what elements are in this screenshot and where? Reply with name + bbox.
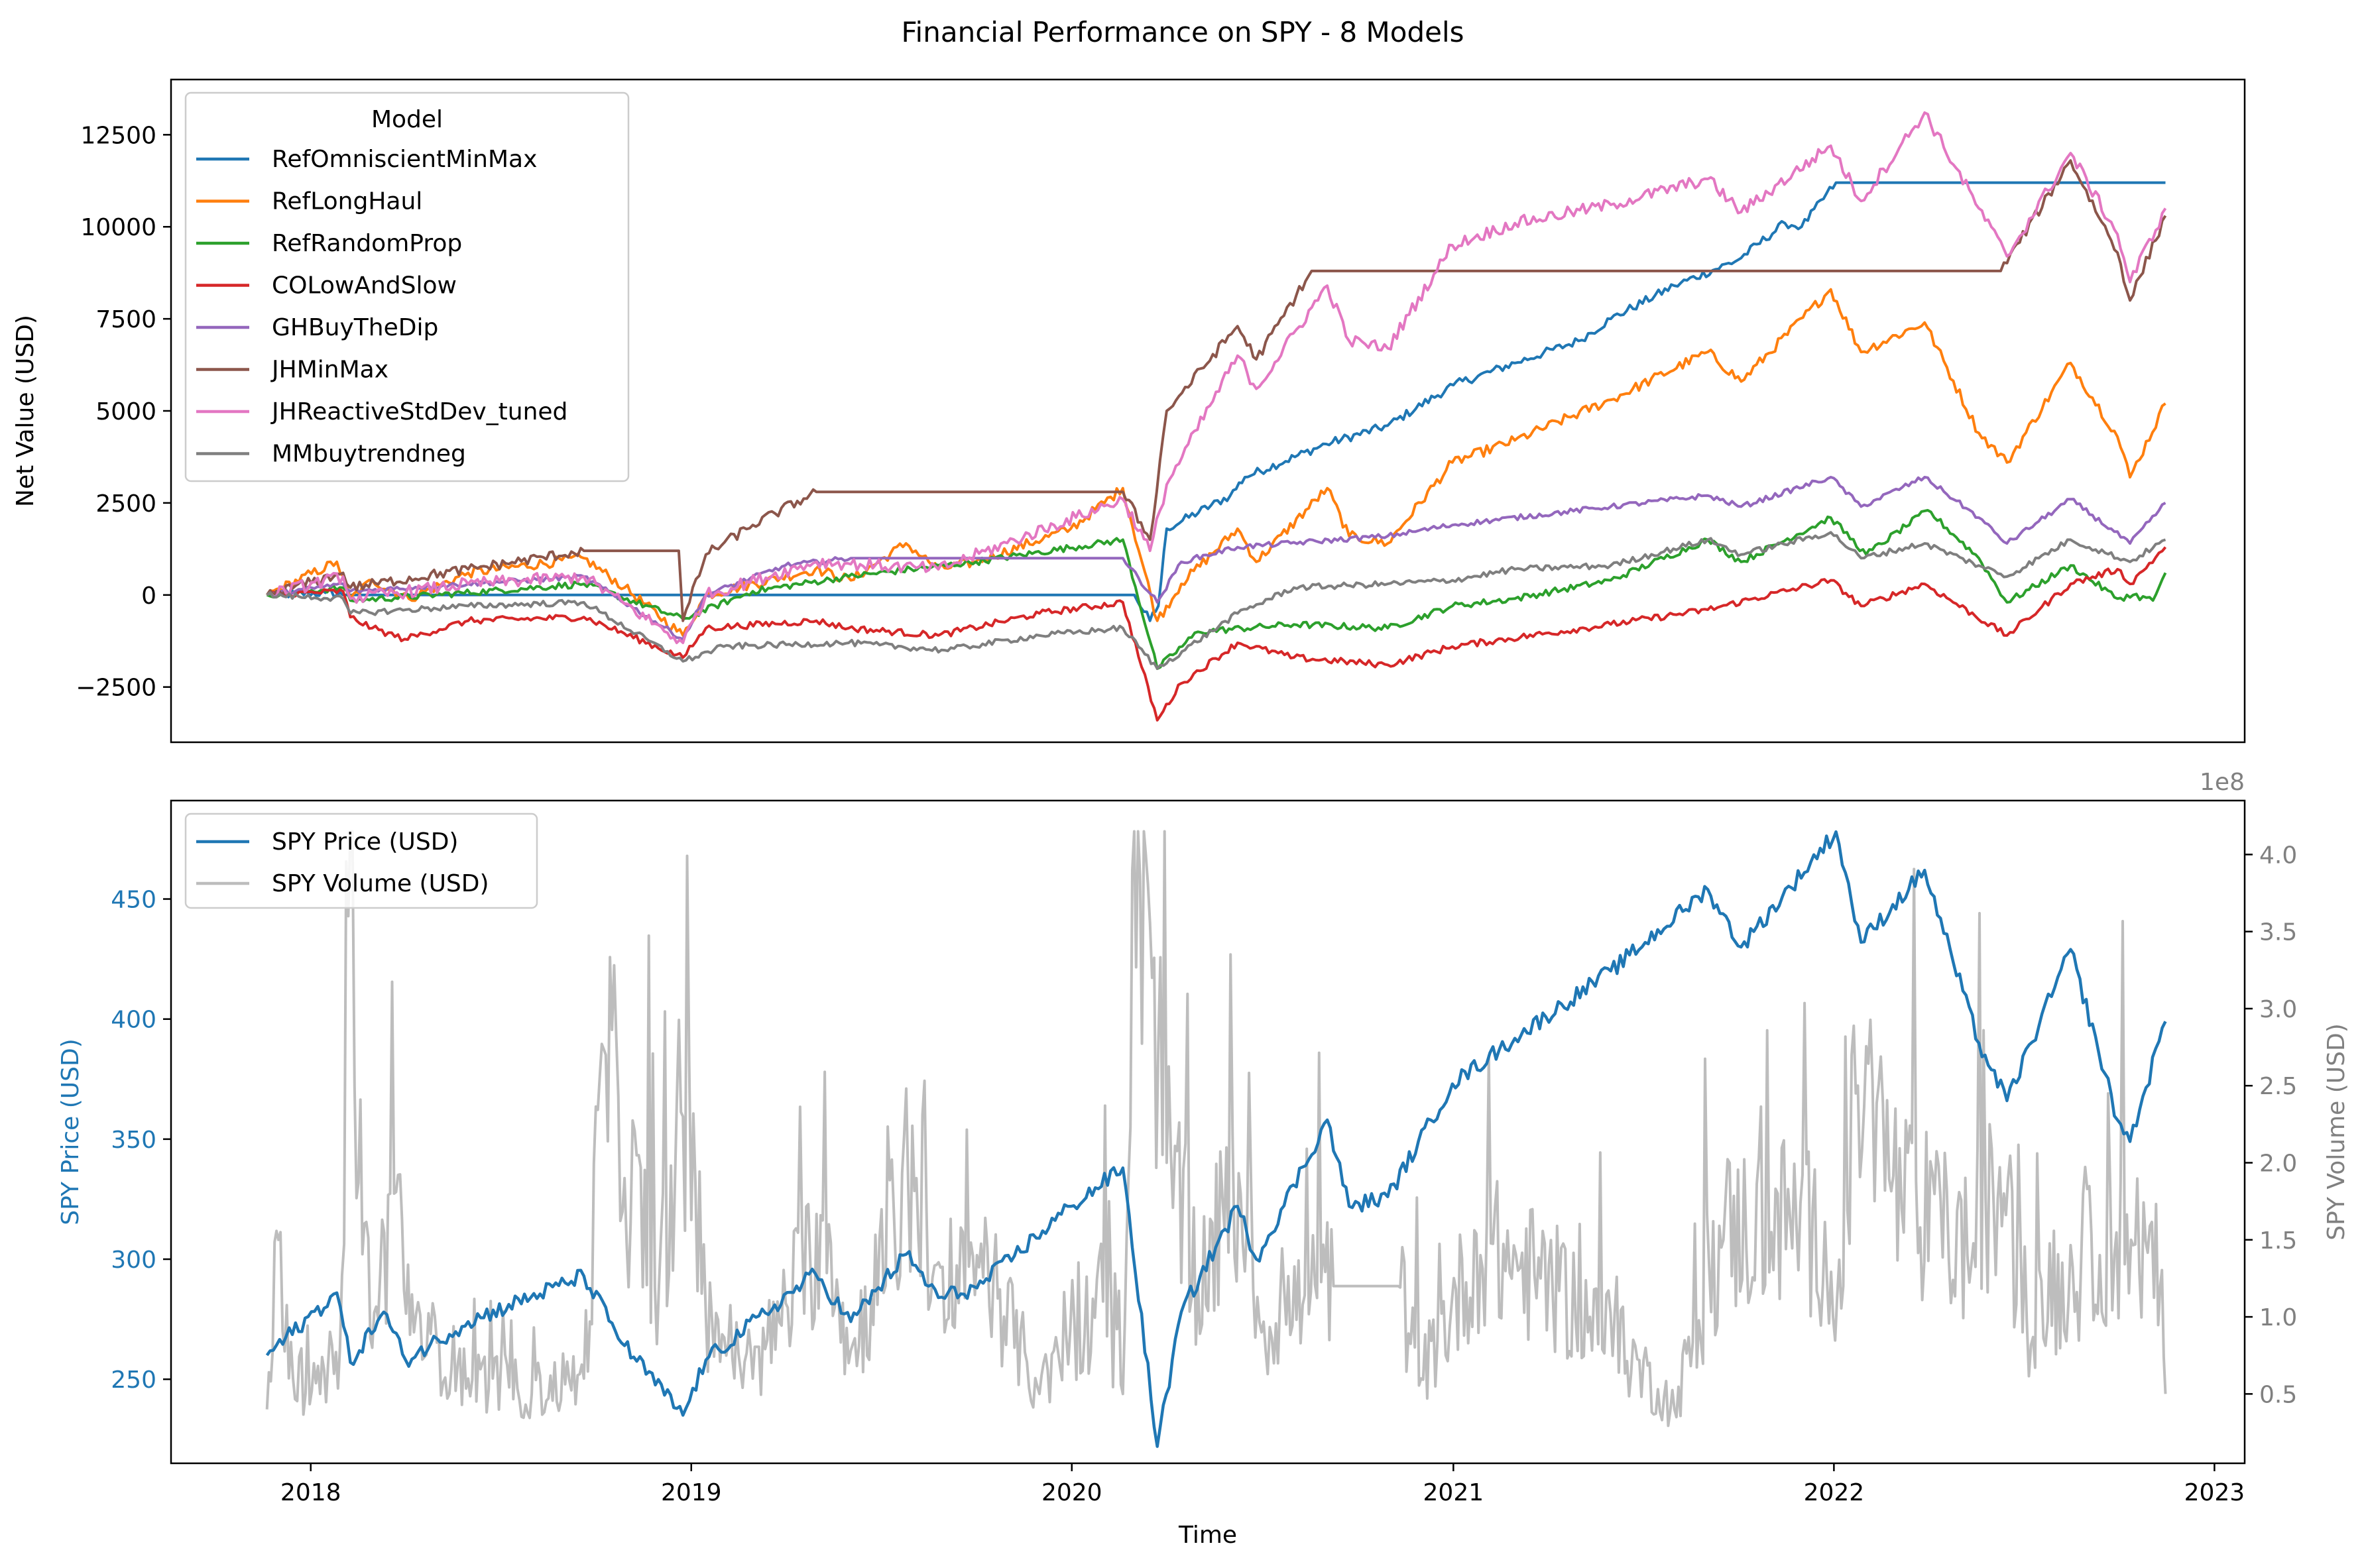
volume-tick-label: 3.5 [2259,919,2297,946]
spy-volume-line [265,830,2167,1428]
spy-plot-area [171,801,2245,1463]
y-tick-label: 2500 [95,490,156,518]
net-value-panel: −2500 0 2500 5000 7500 10000 12500 Net Value (… [12,78,2246,744]
legend-label: GHBuyTheDip [272,314,438,341]
volume-tick-label: 2.0 [2259,1150,2297,1178]
series-line-colowandslow [266,546,2167,722]
legend-label: RefRandomProp [272,230,462,257]
y-tick-label: −2500 [76,675,156,702]
x-axis-label: Time [1178,1522,1237,1549]
spy-volume-y-label: SPY Volume (USD) [2323,1023,2350,1241]
spy-frame [170,799,2246,1465]
legend-title: Model [371,106,443,133]
volume-tick-label: 4.0 [2259,842,2297,869]
spy-price-line [265,830,2167,1448]
x-tick-label: 2019 [661,1479,722,1506]
spy-panel: 250 300 350 400 450 0.5 1.0 1.5 2.0 2.5 3.0 3.5 4.0… [57,769,2350,1549]
price-tick-label: 450 [111,887,156,914]
y-tick-label: 5000 [95,398,156,425]
legend-label: JHMinMax [270,357,388,384]
spy-price-y-ticks: 250 300 350 400 450 [111,887,171,1394]
spy-legend: SPY Price (USD) SPY Volume (USD) [184,812,538,909]
net-value-y-label: Net Value (USD) [12,315,39,507]
legend-label: MMbuytrendneg [272,441,466,468]
volume-offset-label: 1e8 [2200,769,2245,796]
series-line-jhreactivestddev_tuned [266,111,2167,644]
net-value-lines [266,111,2167,722]
legend-label: RefOmniscientMinMax [272,146,537,173]
price-tick-label: 400 [111,1007,156,1034]
x-tick-label: 2021 [1423,1479,1484,1506]
series-line-reflonghaul [266,288,2166,637]
price-tick-label: 250 [111,1367,156,1394]
volume-tick-label: 3.0 [2259,996,2297,1023]
price-tick-label: 300 [111,1247,156,1274]
time-x-ticks: 2018 2019 2020 2021 2022 2023 [280,1463,2245,1506]
volume-tick-label: 0.5 [2259,1381,2297,1408]
volume-tick-label: 2.5 [2259,1073,2297,1100]
price-series-line [265,830,2167,1448]
legend-label: JHReactiveStdDev_tuned [270,398,567,425]
x-tick-label: 2023 [2184,1479,2245,1506]
legend-label: COLowAndSlow [272,272,457,300]
series-line-mmbuytrendneg [266,531,2166,670]
model-legend: Model RefOmniscientMinMax RefLongHaul RefRa… [184,91,630,482]
volume-tick-label: 1.0 [2259,1304,2297,1331]
figure-title: Financial Performance on SPY - 8 Models [901,16,1464,48]
x-tick-label: 2020 [1041,1479,1102,1506]
legend-label: SPY Price (USD) [272,828,458,856]
spy-price-y-label: SPY Price (USD) [57,1038,84,1225]
y-tick-label: 0 [141,583,156,610]
legend-box [184,91,630,482]
volume-tick-label: 1.5 [2259,1227,2297,1255]
series-line-jhminmax [266,159,2167,622]
spy-volume-y-ticks: 0.5 1.0 1.5 2.0 2.5 3.0 3.5 4.0 [2245,842,2297,1408]
y-tick-label: 7500 [95,306,156,333]
legend-label: SPY Volume (USD) [272,870,489,897]
volume-series-line [265,830,2167,1428]
legend-box [184,812,538,909]
x-tick-label: 2022 [1804,1479,1865,1506]
y-tick-label: 12500 [80,122,156,149]
y-tick-label: 10000 [80,214,156,241]
legend-label: RefLongHaul [272,188,422,215]
series-line-refrandomprop [266,509,2167,670]
net-value-y-ticks: −2500 0 2500 5000 7500 10000 12500 [76,122,171,702]
price-tick-label: 350 [111,1127,156,1154]
x-tick-label: 2018 [280,1479,341,1506]
